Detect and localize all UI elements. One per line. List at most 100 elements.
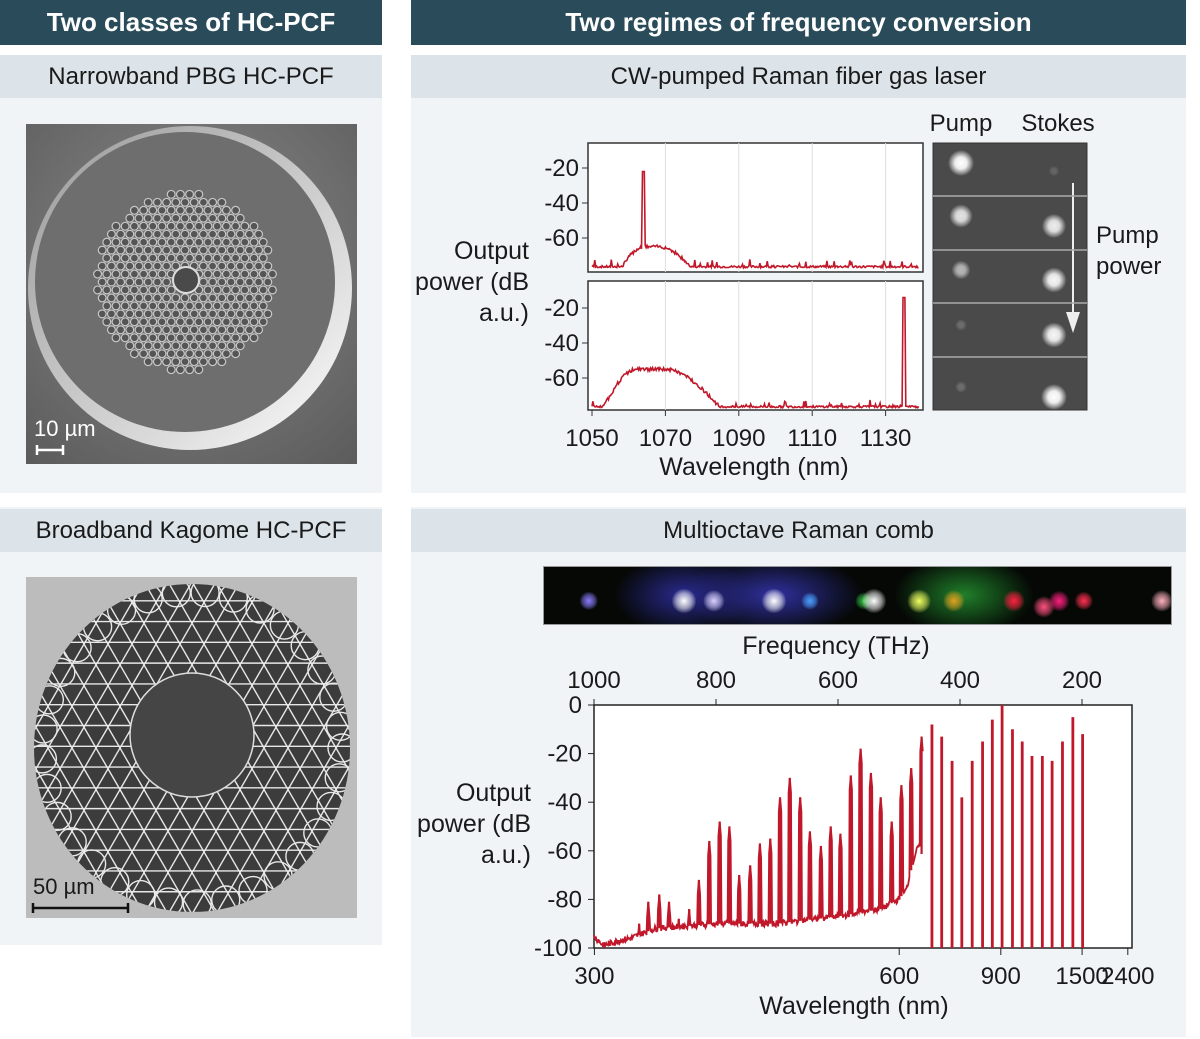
cladding-hole xyxy=(111,301,121,311)
cladding-hole xyxy=(152,245,162,255)
cladding-hole xyxy=(226,309,236,319)
cladding-hole xyxy=(226,325,236,335)
cladding-hole xyxy=(180,197,190,207)
cladding-hole xyxy=(111,317,121,327)
cladding-hole xyxy=(157,301,167,311)
stokes-spot xyxy=(1041,322,1067,348)
kagome-scale-bar-label: 50 µm xyxy=(33,874,95,899)
pump-power-arrow-icon xyxy=(1066,312,1080,333)
cladding-hole xyxy=(208,341,218,351)
spectrum-spot xyxy=(862,589,886,613)
cw-bottom-plot-area xyxy=(587,280,924,411)
cladding-hole xyxy=(175,205,185,215)
camera-label-pump: Pump xyxy=(930,110,993,137)
spectrum-spot xyxy=(1074,591,1094,611)
cladding-hole xyxy=(162,325,172,335)
spectrum-spot xyxy=(943,590,965,612)
cladding-hole xyxy=(263,245,273,255)
cladding-hole xyxy=(139,333,149,343)
cladding-hole xyxy=(162,213,172,223)
cladding-hole xyxy=(175,237,185,247)
cladding-hole xyxy=(180,293,190,303)
cladding-hole xyxy=(129,205,139,215)
camera-label-stokes: Stokes xyxy=(1021,110,1094,137)
cladding-hole xyxy=(231,333,241,343)
cladding-hole xyxy=(120,269,130,279)
cladding-hole xyxy=(125,325,135,335)
cladding-hole xyxy=(166,221,176,231)
cladding-hole xyxy=(231,205,241,215)
cladding-hole xyxy=(267,269,277,279)
cladding-hole xyxy=(226,229,236,239)
cladding-hole xyxy=(226,261,236,271)
cladding-hole xyxy=(106,293,116,303)
comb-ytick-label: -20 xyxy=(547,741,582,768)
cw-xtick-label: 1110 xyxy=(787,425,837,452)
cladding-hole xyxy=(226,245,236,255)
cladding-hole xyxy=(198,293,208,303)
cladding-hole xyxy=(203,269,213,279)
cladding-hole xyxy=(157,205,167,215)
cladding-hole xyxy=(162,341,172,351)
stokes-spot xyxy=(1041,384,1067,410)
cladding-hole xyxy=(231,285,241,295)
cladding-hole xyxy=(185,221,195,231)
cladding-hole xyxy=(208,309,218,319)
spectrum-spot xyxy=(672,589,696,613)
cladding-hole xyxy=(152,293,162,303)
cladding-hole xyxy=(166,253,176,263)
cladding-hole xyxy=(134,229,144,239)
outer-ring-tube xyxy=(325,711,350,741)
cw-xtick-label: 1070 xyxy=(639,425,692,452)
cw-ylabel: Output power (dB a.u.) xyxy=(415,237,529,327)
cladding-hole xyxy=(180,245,190,255)
cladding-hole xyxy=(249,301,259,311)
outer-ring-tube xyxy=(153,887,184,912)
cladding-hole xyxy=(152,261,162,271)
comb-x2tick-label: 600 xyxy=(818,667,858,694)
cladding-hole xyxy=(203,237,213,247)
hollow-core xyxy=(129,672,255,798)
cladding-hole xyxy=(235,261,245,271)
cladding-hole xyxy=(194,237,204,247)
spectrum-spot xyxy=(1049,591,1069,611)
cladding-hole xyxy=(166,285,176,295)
right-column-header: Two regimes of frequency conversion xyxy=(411,0,1186,45)
cladding-hole xyxy=(148,349,158,359)
cladding-hole xyxy=(254,261,264,271)
comb-ylabel: Output power (dB a.u.) xyxy=(417,779,531,869)
cladding-hole xyxy=(212,349,222,359)
cladding-hole xyxy=(120,253,130,263)
cladding-hole xyxy=(194,253,204,263)
lattice-line xyxy=(190,584,350,912)
lattice-line xyxy=(262,584,350,912)
cladding-hole xyxy=(139,269,149,279)
cladding-hole xyxy=(134,341,144,351)
cladding-hole xyxy=(116,261,126,271)
cladding-hole xyxy=(254,293,264,303)
cladding-hole xyxy=(106,277,116,287)
cladding-hole xyxy=(166,349,176,359)
cladding-hole xyxy=(97,277,107,287)
cladding-hole xyxy=(97,293,107,303)
cladding-hole xyxy=(185,189,195,199)
cw-ytick-label: -40 xyxy=(544,330,579,357)
cladding-hole xyxy=(148,301,158,311)
cw-ytick-label: -40 xyxy=(544,190,579,217)
cladding-hole xyxy=(212,317,222,327)
cladding-hole xyxy=(203,285,213,295)
comb-xtick-label: 300 xyxy=(574,963,614,990)
cladding-hole xyxy=(240,301,250,311)
cladding-hole xyxy=(249,285,259,295)
pbg-fiber-sem-image xyxy=(26,124,357,464)
comb-xtick-label: 600 xyxy=(879,963,919,990)
cladding-hole xyxy=(162,309,172,319)
cladding-hole xyxy=(185,301,195,311)
cladding-hole xyxy=(111,285,121,295)
lattice-line xyxy=(214,584,350,912)
cladding-hole xyxy=(148,253,158,263)
cladding-hole xyxy=(244,309,254,319)
cladding-hole xyxy=(157,349,167,359)
cladding-hole xyxy=(139,205,149,215)
